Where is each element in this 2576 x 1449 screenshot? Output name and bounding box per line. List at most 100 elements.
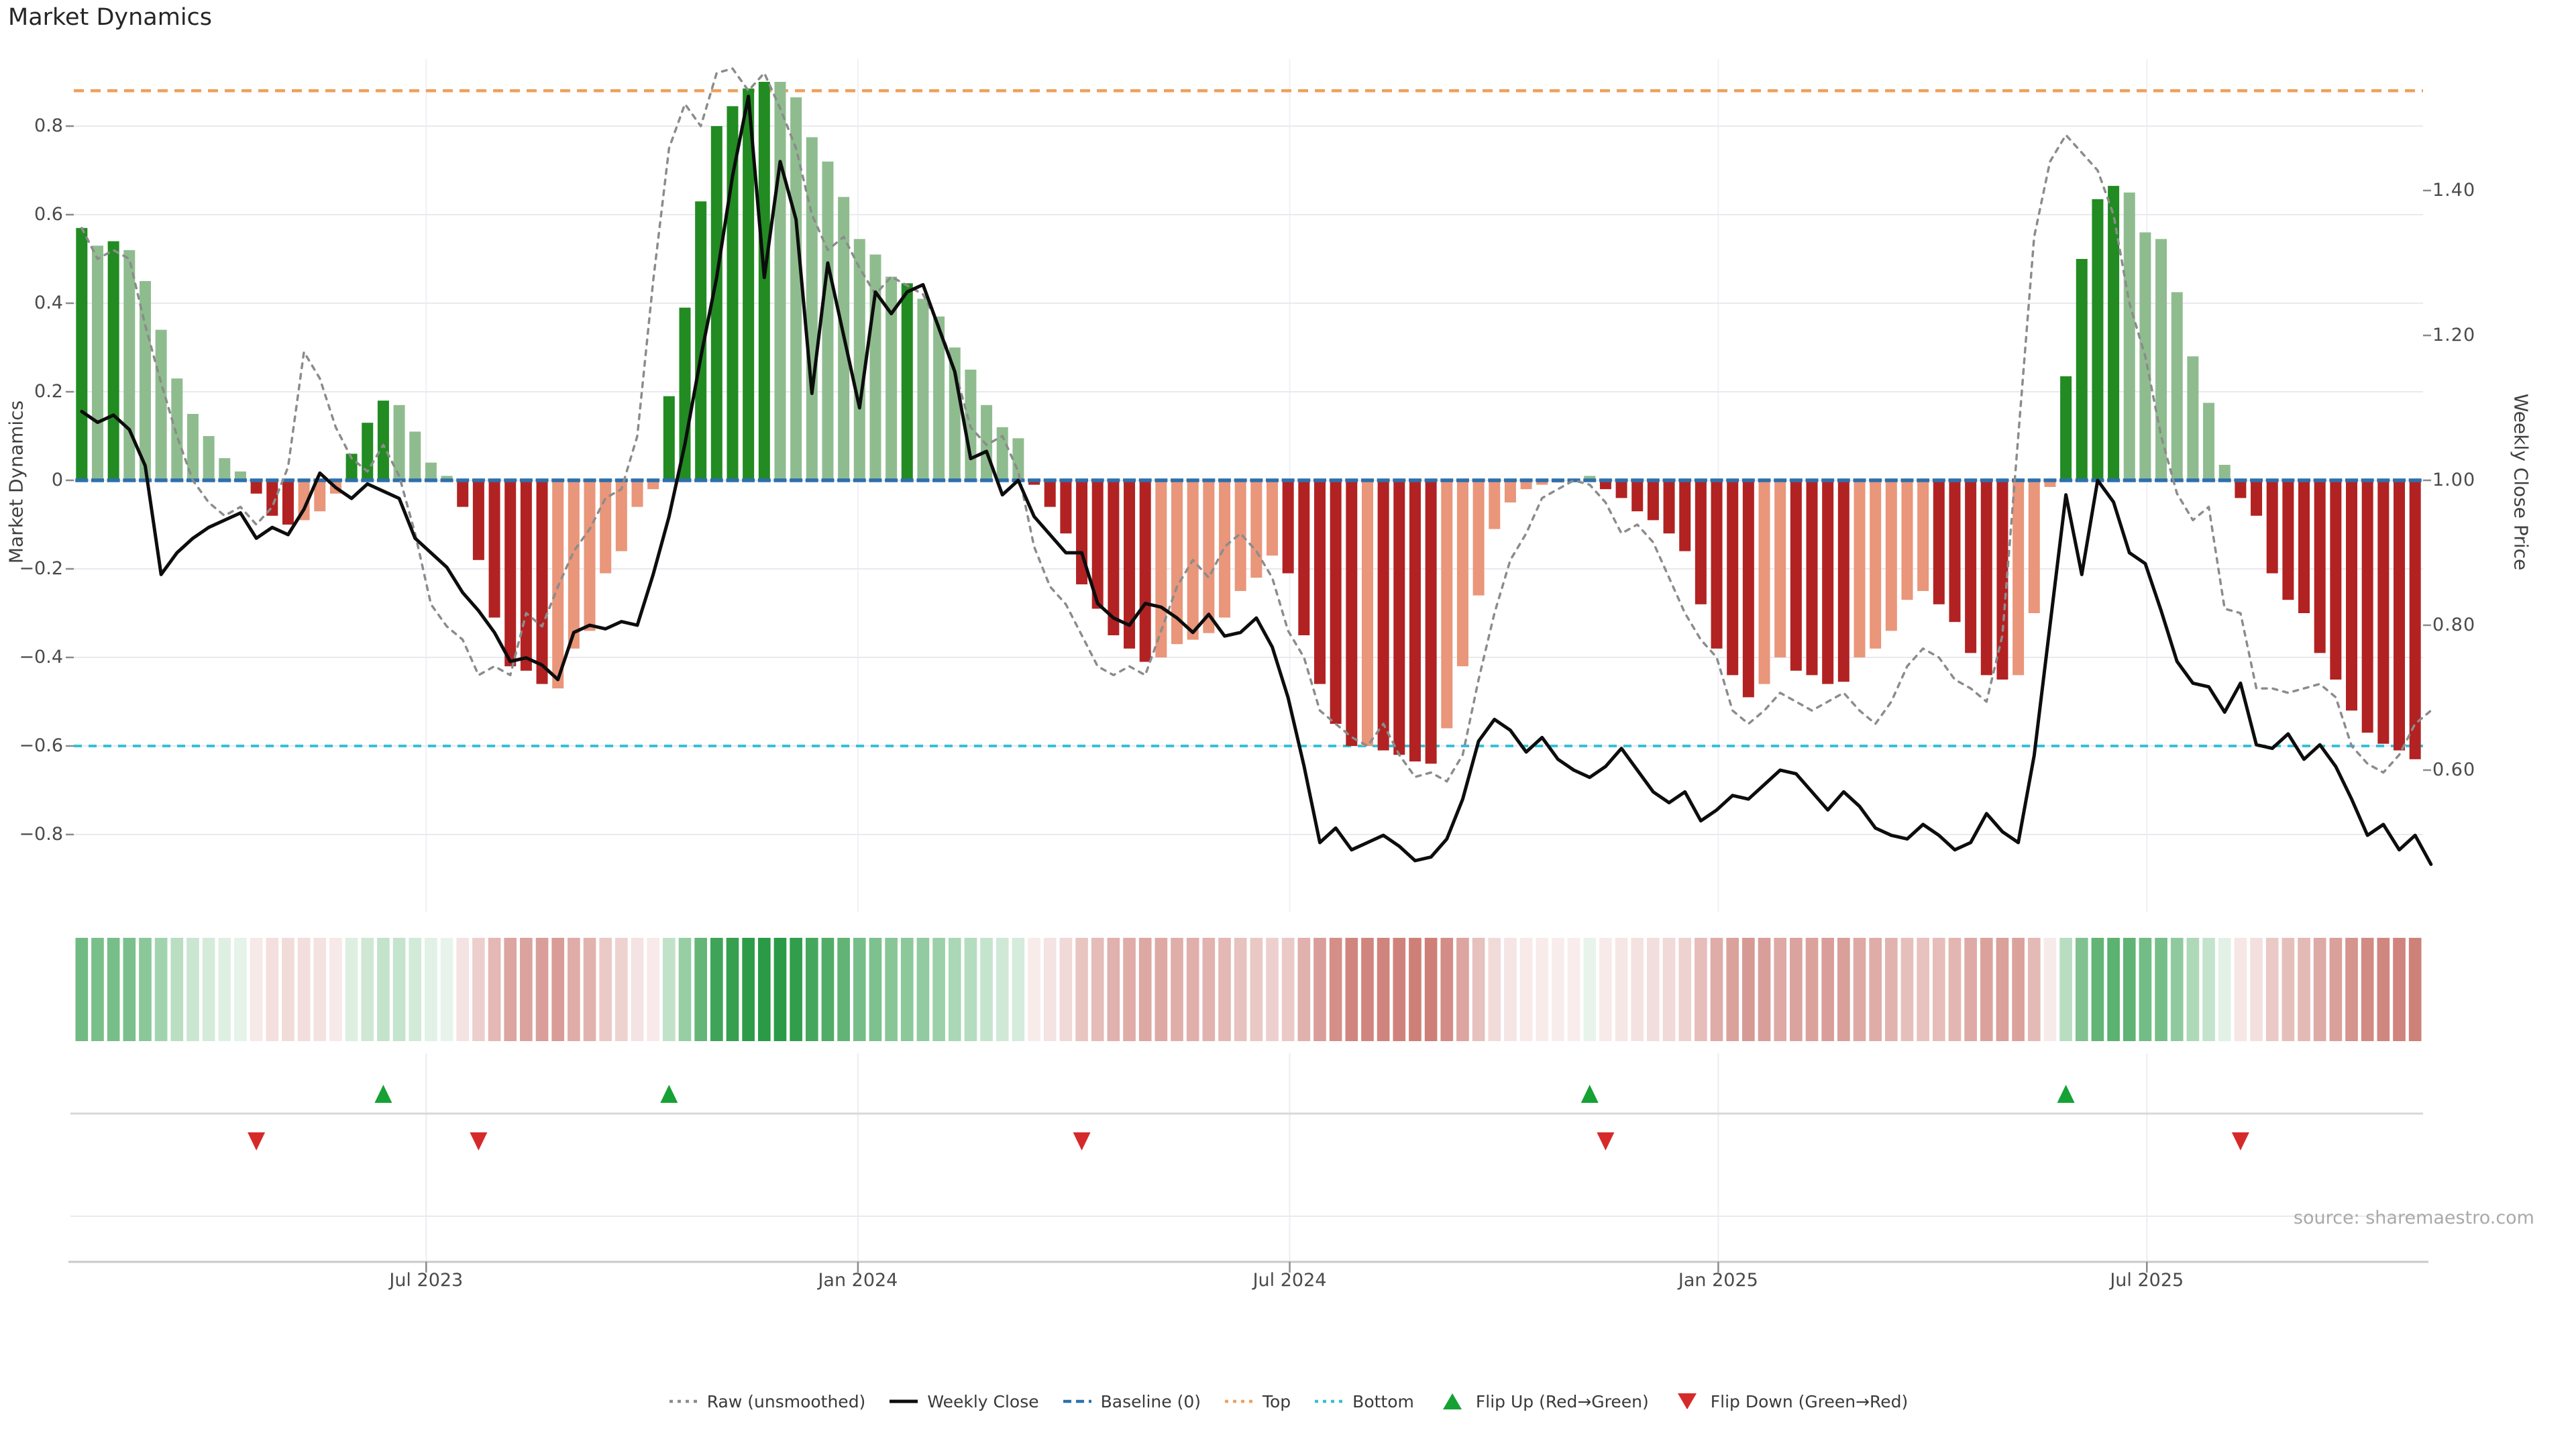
heatmap-cell [282, 938, 294, 1041]
dynamics-bar [409, 431, 421, 480]
dynamics-bar [472, 480, 484, 560]
dynamics-bar [1044, 480, 1056, 507]
legend-item-weekly-close: Weekly Close [888, 1391, 1039, 1411]
heatmap-cell [1155, 938, 1168, 1041]
dynamics-bar [1377, 480, 1389, 751]
dynamics-bar [2044, 480, 2056, 487]
heatmap-cell [2298, 938, 2310, 1041]
heatmap-cell [329, 938, 342, 1041]
y-tick-label-right: 1.20 [2432, 325, 2476, 345]
dynamics-bar [1631, 480, 1644, 512]
heatmap-cell [218, 938, 231, 1041]
legend-item-flip-up-red-green: Flip Up (Red→Green) [1437, 1391, 1649, 1411]
dynamics-bar [981, 405, 993, 480]
y-tick-label-left: 0.6 [34, 204, 63, 225]
heatmap-cell [1297, 938, 1311, 1041]
dynamics-bar [266, 480, 278, 516]
dynamics-bar [885, 276, 898, 480]
flip-down-marker [470, 1132, 488, 1150]
flip-down-marker [1073, 1132, 1091, 1150]
heatmap-cell [1631, 938, 1644, 1041]
heatmap-cell [1504, 938, 1517, 1041]
flip-up-marker [374, 1085, 392, 1103]
heatmap-cell [1059, 938, 1073, 1041]
dynamics-bar [1219, 480, 1231, 618]
heatmap-cell [1488, 938, 1501, 1041]
heatmap-cell [1821, 938, 1834, 1041]
heatmap-cell [2218, 938, 2231, 1041]
dynamics-bar [393, 405, 405, 480]
heatmap-cell [313, 938, 327, 1041]
x-tick-label: Jan 2025 [1678, 1270, 1758, 1291]
dynamics-bar [2012, 480, 2025, 676]
triangle-down-icon [1677, 1393, 1697, 1409]
dynamics-bar [76, 227, 88, 480]
dynamics-bar [1885, 480, 1897, 631]
heatmap-cell [599, 938, 612, 1041]
dynamics-bar [600, 480, 612, 574]
dynamics-bar [139, 281, 151, 480]
dynamics-bar [615, 480, 627, 551]
heatmap-cell [615, 938, 628, 1041]
heatmap-cell [234, 938, 247, 1041]
dynamics-bar [2346, 480, 2358, 711]
flip-down-marker [1597, 1132, 1615, 1150]
heatmap-cell [2408, 938, 2422, 1041]
heatmap-cell [1567, 938, 1580, 1041]
heatmap-cell [1186, 938, 1199, 1041]
dynamics-bar [996, 427, 1008, 480]
dynamics-bar [2266, 480, 2278, 574]
heatmap-cell [1472, 938, 1485, 1041]
heatmap-cell [837, 938, 850, 1041]
dynamics-bar [1758, 480, 1770, 684]
heatmap-cell [2377, 938, 2390, 1041]
dynamics-bar [1298, 480, 1310, 635]
heatmap-cell [1837, 938, 1850, 1041]
dynamics-bar [1472, 480, 1485, 596]
dynamics-bar [1234, 480, 1246, 591]
legend-label: Top [1262, 1391, 1291, 1411]
dynamics-bar [2235, 480, 2247, 498]
dynamics-bar [758, 82, 770, 480]
y-tick-label-left: 0.4 [34, 292, 63, 313]
heatmap-cell [1345, 938, 1358, 1041]
dynamics-bar [710, 126, 722, 480]
dynamics-bar [933, 316, 945, 480]
heatmap-cell [1028, 938, 1040, 1041]
heatmap-cell [488, 938, 501, 1041]
heatmap-cell [2043, 938, 2057, 1041]
y-tick-label-left: −0.8 [19, 824, 63, 845]
dynamics-bar [584, 480, 596, 631]
heatmap-cell [520, 938, 533, 1041]
dynamics-bar [282, 480, 294, 525]
heatmap-cell [91, 938, 104, 1041]
dynamics-bar [520, 480, 532, 671]
dynamics-bar [186, 414, 199, 480]
heatmap-cell [123, 938, 136, 1041]
raw-line [80, 67, 2432, 783]
heatmap-cell [1266, 938, 1279, 1041]
dynamics-bar [774, 82, 786, 480]
dynamics-bar [1060, 480, 1072, 534]
y-tick-label-left: 0.2 [34, 381, 63, 402]
dynamics-bar [1901, 480, 1913, 600]
y-tick-label-right: 1.40 [2432, 180, 2476, 201]
y-tick-label-left: −0.2 [19, 558, 63, 579]
dynamics-bar [806, 137, 818, 480]
heatmap-cell [1313, 938, 1326, 1041]
flip-up-marker [660, 1085, 678, 1103]
heatmap-cell [663, 938, 676, 1041]
heatmap-cell [2123, 938, 2136, 1041]
dynamics-bar [2330, 480, 2342, 680]
dynamics-bar [1965, 480, 1977, 653]
dynamics-bar [171, 378, 183, 480]
legend-item-baseline-0: Baseline (0) [1062, 1391, 1201, 1411]
heatmap-cell [1917, 938, 1929, 1041]
dynamics-bar [1854, 480, 1866, 657]
heatmap-cell [1774, 938, 1787, 1041]
dynamics-bar [203, 436, 215, 480]
dynamics-bar [1456, 480, 1468, 667]
triangle-up [1442, 1393, 1462, 1409]
heatmap-cell [1424, 938, 1438, 1041]
dynamics-bar [1790, 480, 1802, 671]
